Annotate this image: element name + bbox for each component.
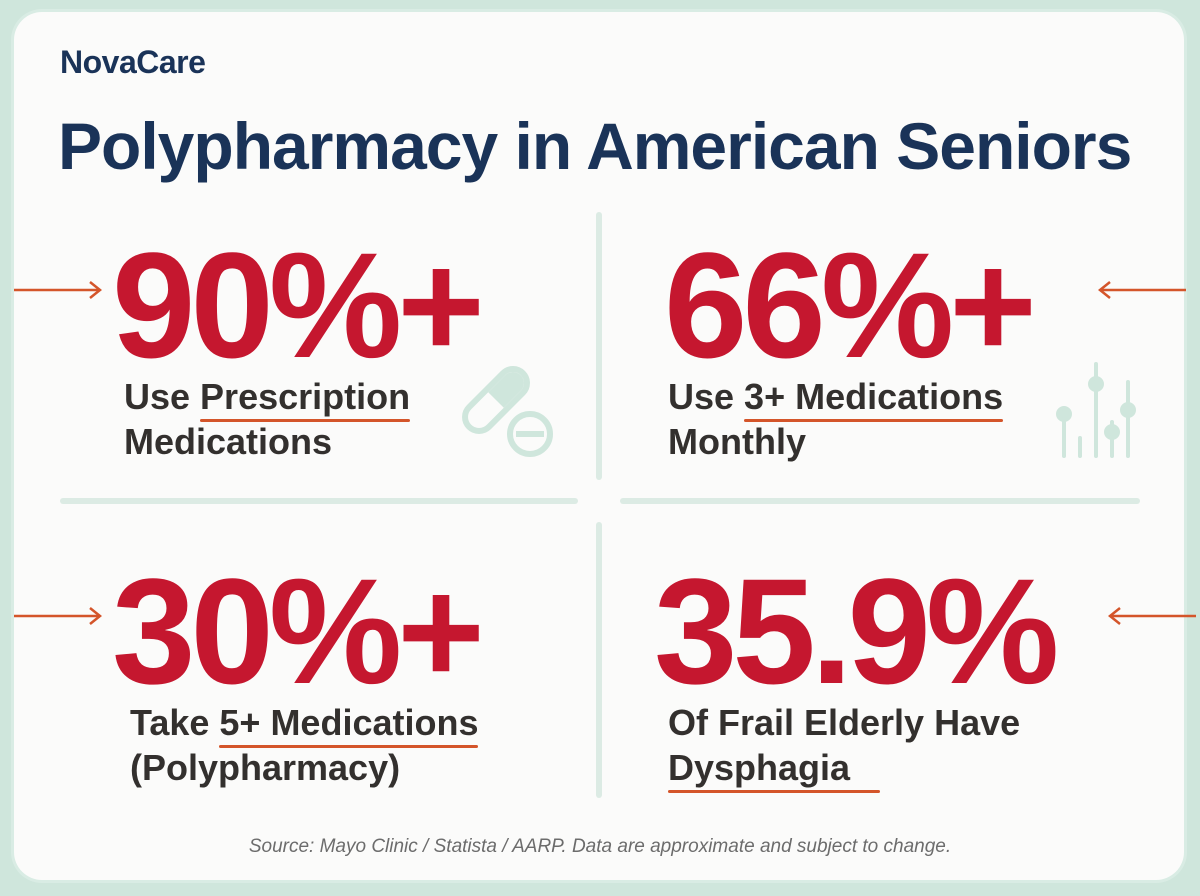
arrow-right-icon: [14, 281, 103, 299]
brand-logo: NovaCare: [60, 44, 206, 80]
label-line2: Monthly: [668, 421, 806, 462]
label-highlight: Dysphagia: [668, 745, 881, 793]
label-line2: (Polypharmacy): [130, 747, 401, 788]
stat-value-three-meds: 66%+: [664, 221, 1037, 389]
vertical-divider-top: [596, 212, 602, 480]
label-highlight: 3+ Medications: [744, 376, 1004, 422]
arrow-left-icon: [1107, 607, 1196, 625]
pill-capsule-icon: [462, 366, 553, 457]
stat-label-polypharmacy: Take 5+ Medications (Polypharmacy): [130, 700, 479, 790]
sliders-chart-icon: [1056, 362, 1136, 458]
stat-value-dysphagia: 35.9%: [654, 547, 1059, 715]
label-line2: Medications: [124, 421, 333, 462]
source-footnote: Source: Mayo Clinic / Statista / AARP. D…: [248, 836, 952, 857]
label-text: Use: [124, 376, 201, 417]
stat-label-prescription: Use Prescription Medications: [124, 374, 411, 464]
label-text: Take: [130, 702, 220, 743]
stat-label-three-meds: Use 3+ Medications Monthly: [668, 374, 1004, 464]
label-highlight: 5+ Medications: [219, 702, 479, 748]
stat-label-dysphagia: Of Frail Elderly Have Dysphagia: [668, 700, 1021, 793]
stat-value-prescription: 90%+: [112, 221, 485, 389]
vertical-divider-bottom: [596, 522, 602, 798]
stat-value-polypharmacy: 30%+: [112, 547, 485, 715]
label-highlight: Prescription: [200, 376, 411, 422]
horizontal-divider-left: [60, 498, 578, 504]
horizontal-divider-right: [620, 498, 1140, 504]
label-text: Use: [668, 376, 745, 417]
arrow-left-icon: [1097, 281, 1186, 299]
page-title: Polypharmacy in American Seniors: [58, 109, 1132, 183]
arrow-right-icon: [14, 607, 103, 625]
label-line1: Of Frail Elderly Have: [668, 702, 1021, 743]
